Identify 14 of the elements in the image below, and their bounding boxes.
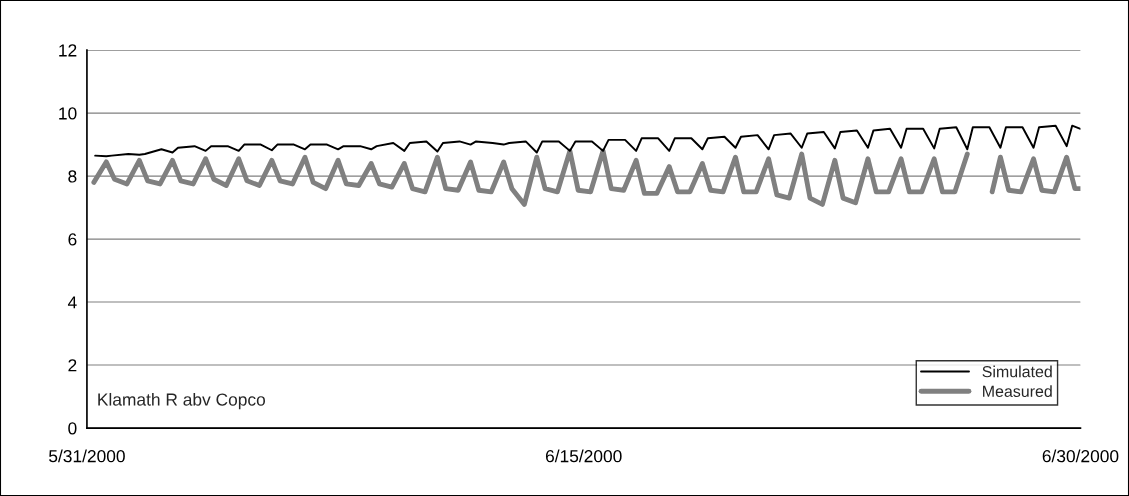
x-tick-label: 6/15/2000 — [545, 449, 622, 463]
y-tick-label: 0 — [68, 422, 77, 435]
y-tick-label: 6 — [68, 233, 77, 246]
y-tick-label: 4 — [67, 296, 77, 309]
annotation: Klamath R abv Copco — [98, 392, 266, 410]
line-series — [94, 124, 1081, 158]
y-tick-label: 8 — [68, 170, 77, 183]
legend-label: Simulated — [982, 365, 1052, 378]
x-tick-label: 5/31/2000 — [49, 449, 125, 463]
y-tick-label: 2 — [68, 359, 77, 372]
x-tick-label: 6/30/2000 — [1042, 449, 1119, 463]
legend-label: Measured — [983, 385, 1052, 397]
y-tick-label: 12 — [59, 44, 77, 57]
y-tick-label: 10 — [59, 107, 77, 120]
